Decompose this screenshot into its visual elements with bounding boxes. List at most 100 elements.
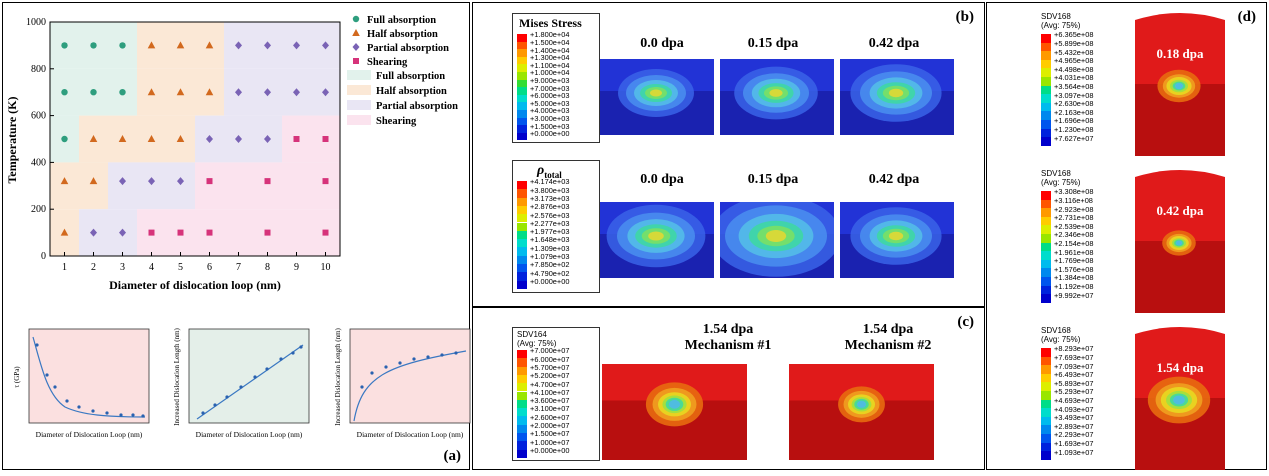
panel-a: 1 2 3 4 5 6 7 8 9 10 0 200 400 600 800 1000 Full absorp… — [2, 2, 471, 470]
legend-value: +1.961e+08 — [1054, 247, 1094, 257]
legend-title-symbol: ρ — [537, 163, 545, 178]
y-tick-label: 1000 — [26, 17, 46, 28]
data-point — [206, 135, 213, 143]
legend-value: +2.893e+07 — [1054, 421, 1094, 431]
b-row1-title-1: 0.0 dpa — [640, 36, 684, 51]
mini-point — [454, 351, 458, 355]
region-cell — [224, 209, 253, 256]
legend-value: +9.000e+03 — [530, 75, 570, 85]
legend-color — [1041, 234, 1051, 243]
legend-value: +5.893e+07 — [1054, 378, 1094, 388]
legend-value: +6.000e+03 — [530, 91, 570, 101]
legend-subtitle: (Avg: 75%) — [1041, 178, 1081, 187]
legend-marker — [352, 43, 360, 51]
y-axis-label: Temperature (K) — [5, 97, 19, 184]
mini-point — [35, 343, 39, 347]
legend-color — [1041, 277, 1051, 286]
legend-title: Mises Stress — [519, 16, 582, 30]
legend-value: +0.000e+00 — [530, 129, 570, 139]
data-point — [148, 229, 155, 236]
data-point — [322, 88, 329, 97]
legend-color — [517, 34, 527, 42]
legend-title: SDV164 — [517, 330, 547, 339]
legend-row: +4.790e+02 — [517, 269, 601, 281]
legend-value: +3.493e+07 — [1054, 413, 1094, 423]
legend-row: +3.173e+03 — [517, 194, 601, 206]
legend-value: +3.000e+03 — [530, 113, 570, 123]
data-point — [147, 41, 156, 49]
x-tick-label: 8 — [265, 262, 270, 273]
mini-point — [265, 367, 269, 371]
mini-point — [412, 357, 416, 361]
mini-point — [91, 409, 95, 413]
d-plot: 0.42 dpa — [1135, 170, 1225, 313]
mini-point — [370, 371, 374, 375]
legend-row: +1.961e+08 — [1041, 247, 1125, 260]
region-cell — [224, 162, 253, 210]
legend-value: +5.899e+08 — [1054, 38, 1094, 48]
legend-value: +1.230e+08 — [1054, 124, 1094, 134]
legend-color — [1041, 94, 1051, 103]
data-point — [177, 177, 184, 186]
legend-color — [517, 366, 527, 375]
legend-value: +6.493e+07 — [1054, 370, 1094, 380]
mini-plot-area — [188, 328, 310, 424]
legend-row: +7.693e+07 — [1041, 353, 1125, 366]
legend-color — [517, 110, 527, 118]
legend-color — [1041, 348, 1051, 357]
x-tick-label: 3 — [120, 262, 125, 273]
legend-color — [517, 197, 527, 206]
legend-color — [517, 72, 527, 80]
legend-title-sub: total — [544, 169, 562, 180]
legend-value: +1.093e+07 — [1054, 447, 1094, 457]
legend-value: +2.539e+08 — [1054, 221, 1094, 231]
legend: Full absorption Half absorption Partial ab… — [347, 15, 458, 127]
plot-frame — [49, 21, 341, 257]
mini-plot-area — [349, 328, 471, 424]
sdv168-legend: SDV168 (Avg: 75%) +6.365e+08 +5.899e+08 +5.4… — [1039, 12, 1125, 152]
b-row2-title-1: 0.0 dpa — [640, 172, 684, 187]
legend-value: +7.000e+03 — [530, 83, 570, 93]
legend-color — [1041, 382, 1051, 391]
legend-color — [517, 449, 527, 458]
sdv164-legend: SDV164 (Avg: 75%) +7.000e+07 +6.000e+07 +5… — [512, 327, 600, 461]
region-cell — [137, 162, 166, 210]
legend-value: +7.627e+07 — [1054, 133, 1094, 143]
data-point — [61, 89, 68, 96]
legend-row: +3.100e+07 — [517, 405, 601, 417]
legend-value: +2.731e+08 — [1054, 213, 1094, 223]
legend-row: +1.100e+04 — [517, 60, 601, 72]
legend-subtitle: (Avg: 75%) — [517, 339, 557, 348]
c-plot-2 — [789, 364, 934, 460]
legend-color — [1041, 102, 1051, 112]
b-plot-4 — [600, 202, 714, 278]
legend-color — [517, 79, 527, 88]
c-title-2-line2: Mechanism #2 — [844, 338, 932, 353]
d-block: SDV168 (Avg: 75%) +8.293e+07 +7.693e+07 +7.0… — [987, 326, 1268, 476]
region-cell — [108, 162, 137, 210]
legend-swatch — [347, 100, 371, 110]
mini-point — [253, 375, 257, 379]
panel-b: (b) Mises Stress +1.800e+04 +1.500e+04 +1.… — [472, 2, 985, 307]
legend-color — [1041, 391, 1051, 400]
c-plot-1 — [602, 364, 747, 460]
legend-color — [517, 247, 527, 256]
legend-row: +1.693e+07 — [1041, 439, 1125, 452]
legend-value: +7.093e+07 — [1054, 361, 1094, 371]
data-point — [322, 229, 329, 236]
legend-marker — [353, 58, 359, 64]
d-plot: 1.54 dpa — [1135, 327, 1225, 470]
legend-color — [517, 391, 527, 400]
legend-color — [1041, 208, 1051, 217]
legend-color — [517, 49, 527, 57]
mini-point — [131, 413, 135, 417]
contour-ring — [669, 399, 680, 409]
legend-row: +2.576e+03 — [517, 211, 601, 223]
legend-row: +4.965e+08 — [1041, 57, 1125, 69]
legend-value: +1.100e+04 — [530, 60, 570, 70]
legend-entry: Shearing — [367, 57, 408, 68]
legend-row: +1.977e+03 — [517, 228, 601, 240]
b-row2-title-3: 0.42 dpa — [868, 172, 920, 187]
legend-color — [517, 350, 527, 359]
region-cell — [195, 162, 224, 210]
